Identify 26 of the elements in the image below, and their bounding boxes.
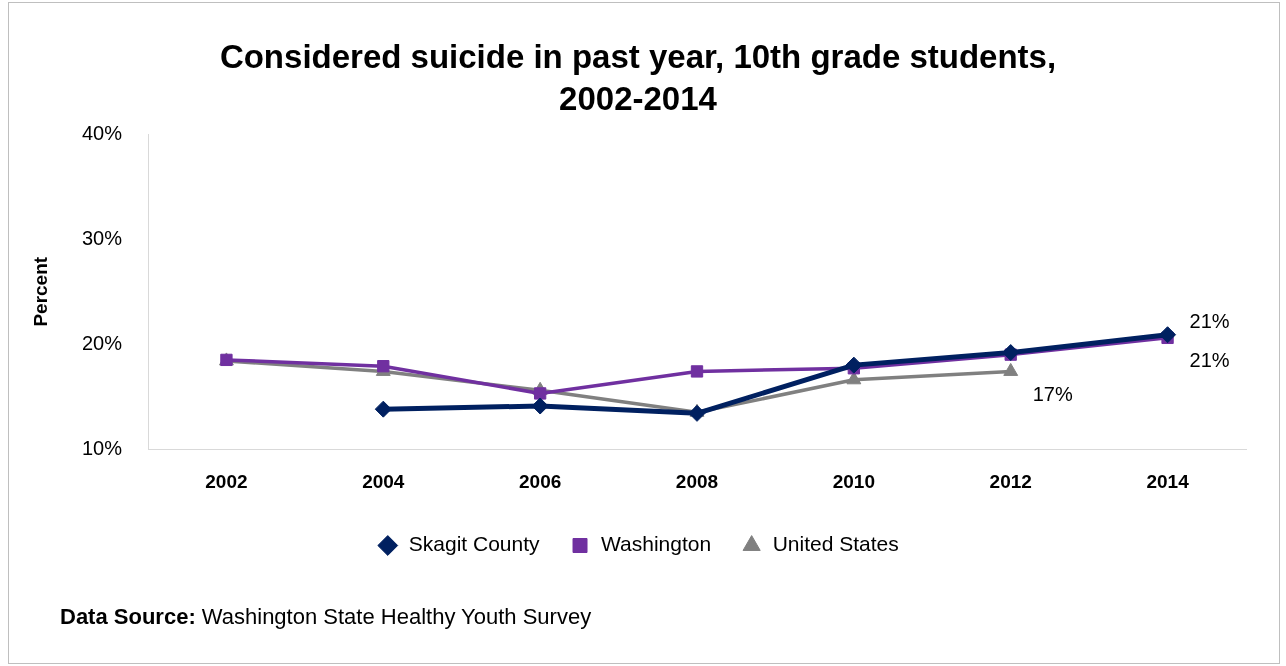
point <box>690 365 704 378</box>
legend-label: United States <box>772 532 899 556</box>
chart-title: Considered suicide in past year, 10th grade students, 2002-2014 <box>219 38 1057 118</box>
y-tick-label: 20% <box>81 331 123 354</box>
x-tick-label: 2014 <box>1146 470 1190 492</box>
point <box>533 387 547 400</box>
x-tick-label: 2006 <box>519 470 562 492</box>
x-tick-label: 2002 <box>205 470 248 492</box>
point <box>688 404 706 422</box>
point <box>1002 344 1020 362</box>
x-tick-label: 2004 <box>362 470 405 492</box>
y-tick-label: 10% <box>81 436 123 459</box>
point <box>374 400 392 418</box>
x-tick-label: 2010 <box>832 470 875 492</box>
legend-label: Washington <box>601 532 712 556</box>
x-tick-label: 2012 <box>989 470 1032 492</box>
x-tick-label: 2008 <box>675 470 719 492</box>
source-note: Data Source: Washington State Healthy Youth Survey <box>60 603 592 631</box>
y-axis-title: Percent <box>29 256 51 327</box>
legend-label: Skagit County <box>408 532 541 556</box>
data-label: 21% <box>1189 349 1230 372</box>
data-label: 21% <box>1189 310 1230 333</box>
y-tick-label: 30% <box>81 226 123 249</box>
point <box>1159 326 1177 344</box>
y-tick-label: 40% <box>81 122 123 144</box>
data-label: 17% <box>1032 382 1073 405</box>
